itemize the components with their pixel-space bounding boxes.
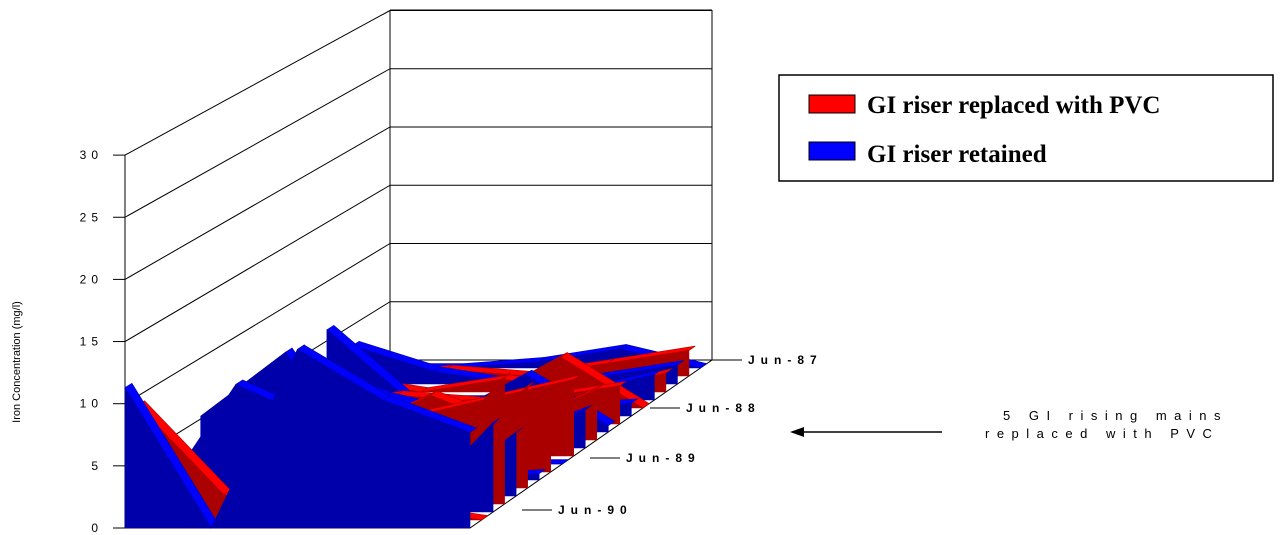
gridline-left [124,243,391,405]
y-tick-label: 20 [80,272,103,286]
annotation-line-2: replaced with PVC [985,426,1219,441]
gridline-left [124,68,391,218]
annotation-arrow-head [790,427,804,437]
legend-swatch-retained [808,141,856,161]
depth-axis-labels: Jun-87 Jun-88 Jun-89 Jun-90 [522,353,823,517]
y-tick-label: 10 [80,397,103,411]
depth-label: Jun-90 [558,503,633,517]
series-ribbon-retained [124,344,477,529]
y-tick-label: 30 [80,148,103,162]
legend-label-replaced: GI riser replaced with PVC [867,92,1160,119]
y-tick-label: 0 [91,521,103,535]
gridline-left [124,184,391,342]
y-axis-title: Iron Concentration (mg/l) [11,301,23,423]
depth-label: Jun-89 [626,451,701,465]
legend: GI riser replaced with PVC GI riser reta… [778,74,1274,182]
depth-label: Jun-88 [686,401,761,415]
ribbon-segment-front [124,386,212,529]
legend-label-retained: GI riser retained [867,141,1047,168]
annotation-line-1: 5 GI rising mains [1003,408,1228,423]
y-tick-label: 25 [80,210,103,224]
y-tick-label: 15 [80,335,103,349]
y-axis-ticks: 0 5 10 15 20 25 30 [80,148,125,535]
data-ribbons [124,325,708,529]
depth-label: Jun-87 [748,353,823,367]
ribbon-segment-front [383,399,471,529]
gridline-left [124,126,391,280]
legend-box [778,74,1274,182]
gridline-left [124,10,391,156]
y-tick-label: 5 [91,459,103,473]
legend-swatch-replaced [808,94,856,114]
